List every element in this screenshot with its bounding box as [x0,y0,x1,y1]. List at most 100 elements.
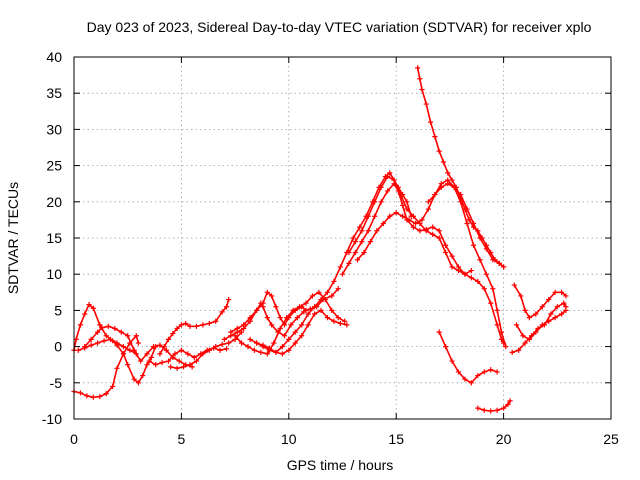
data-point [193,358,200,364]
data-point [309,293,316,299]
data-point [526,315,532,321]
data-point [269,293,275,299]
data-point [260,344,266,350]
data-point [185,351,191,357]
series-line [234,291,346,355]
data-point [526,336,532,342]
data-point [475,228,481,234]
data-point [95,329,101,335]
data-point [488,408,494,414]
y-tick-label: 15 [46,230,62,246]
data-point [511,282,517,288]
data-point [468,275,474,281]
data-point [305,322,311,328]
data-point [505,401,511,408]
data-point [498,329,505,335]
data-point [226,340,232,346]
data-point [350,235,356,241]
data-point [462,376,468,382]
data-point [419,217,425,223]
data-point [494,307,500,313]
data-point [219,341,225,348]
data-point [445,170,451,176]
data-point [481,369,487,375]
data-point [518,293,524,299]
data-point [337,320,343,327]
data-point [357,224,363,230]
data-point [522,340,528,346]
data-point [432,191,438,198]
data-point [170,330,176,337]
series-line [513,284,567,319]
data-point [86,302,92,308]
data-point [178,347,184,353]
data-point [178,322,184,328]
data-point [423,228,429,234]
data-point [458,199,464,205]
series-line [476,400,511,412]
data-point [335,315,341,321]
data-point [443,344,449,350]
data-point [125,333,131,339]
series-track-21 [511,282,569,321]
data-point [449,253,455,259]
data-point [234,325,240,332]
data-point [352,249,358,256]
data-point [296,304,303,310]
data-point [99,325,105,331]
data-point [324,289,331,295]
series-track-12 [253,170,414,355]
data-point [430,224,436,230]
data-point [385,188,391,194]
series-line [348,175,505,344]
data-point [546,296,552,303]
series-track-19 [475,398,513,414]
data-point [82,311,88,317]
data-point [266,347,273,353]
data-point [112,325,118,332]
series-line [73,303,157,384]
data-point [468,380,474,386]
data-point [281,333,288,339]
data-point [374,228,380,234]
data-point [361,249,367,256]
data-point [77,390,84,396]
data-point [277,325,283,332]
series-track-4 [75,336,139,357]
y-tick-label: 25 [46,158,62,174]
data-point [299,333,305,339]
data-point [393,210,399,216]
series-line [427,179,507,348]
data-point [417,76,423,82]
data-point [417,220,423,227]
data-point [316,289,322,295]
data-point [125,362,131,368]
data-point [217,347,223,353]
data-point [118,329,124,335]
data-point [200,351,206,357]
data-point [483,271,490,277]
data-point [346,260,352,266]
data-point [299,322,305,328]
data-point [436,148,442,154]
data-point [346,249,352,256]
data-point [97,322,103,328]
grid [74,57,611,419]
data-point [501,264,507,270]
data-point [455,369,462,375]
data-point [191,354,197,361]
data-point [290,307,296,313]
data-point [114,340,120,346]
data-point [247,315,253,321]
data-point [137,358,144,364]
data-point [172,351,178,357]
data-point [477,257,483,263]
data-point [378,184,384,190]
data-point [443,242,449,248]
data-point [84,393,90,399]
data-point [180,364,187,370]
data-point [144,351,150,357]
data-point [427,119,434,125]
data-point [311,311,318,317]
data-point [466,217,472,223]
